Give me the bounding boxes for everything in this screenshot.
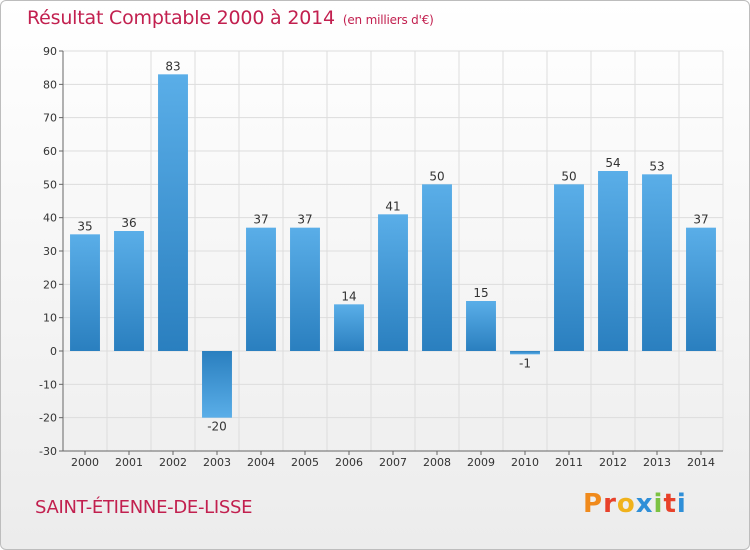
y-tick-label: 50 bbox=[43, 178, 57, 191]
x-tick-label: 2013 bbox=[643, 456, 671, 469]
data-label: 36 bbox=[121, 216, 136, 230]
label-layer: 35 36 83 -20 37 37 14 41 50 15 -1 50 54 53 37 bbox=[77, 59, 708, 433]
data-label: 83 bbox=[165, 59, 180, 73]
y-tick-label: 60 bbox=[43, 145, 57, 158]
logo-letter: o bbox=[616, 489, 636, 519]
axis-layer: -30 -20 -10 0 10 20 30 40 50 60 70 80 90 2000 2001 2002… bbox=[39, 45, 723, 469]
y-tick-label: 10 bbox=[43, 312, 57, 325]
town-name: SAINT-ÉTIENNE-DE-LISSE bbox=[35, 497, 253, 518]
bar-2012 bbox=[598, 171, 628, 351]
y-tick-label: 40 bbox=[43, 212, 57, 225]
y-tick-label: 20 bbox=[43, 278, 57, 291]
data-label: 41 bbox=[385, 199, 400, 213]
x-tick-label: 2014 bbox=[687, 456, 715, 469]
data-label: 54 bbox=[605, 156, 620, 170]
logo-letter: x bbox=[635, 489, 654, 519]
x-tick-label: 2001 bbox=[115, 456, 143, 469]
bar-2001 bbox=[114, 231, 144, 351]
chart-title: Résultat Comptable 2000 à 2014 (en millie… bbox=[27, 7, 434, 29]
bar-2007 bbox=[378, 214, 408, 351]
x-tick-label: 2012 bbox=[599, 456, 627, 469]
logo-letter: i bbox=[676, 489, 687, 519]
data-label: 50 bbox=[429, 169, 444, 183]
bar-layer bbox=[70, 74, 716, 418]
logo-letter: P bbox=[583, 489, 604, 519]
y-tick-label: -10 bbox=[39, 378, 57, 391]
data-label: 50 bbox=[561, 169, 576, 183]
proxiti-logo: Proxiti bbox=[583, 489, 687, 519]
chart-subtitle: (en milliers d'€) bbox=[342, 13, 434, 27]
bar-2002 bbox=[158, 74, 188, 351]
x-tick-label: 2002 bbox=[159, 456, 187, 469]
y-tick-label: -30 bbox=[39, 445, 57, 458]
data-label: -1 bbox=[519, 356, 531, 370]
bar-2006 bbox=[334, 304, 364, 351]
data-label: 37 bbox=[297, 213, 312, 227]
chart-title-text: Résultat Comptable 2000 à 2014 bbox=[27, 7, 335, 29]
bar-2005 bbox=[290, 227, 320, 351]
x-tick-label: 2007 bbox=[379, 456, 407, 469]
data-label: 14 bbox=[341, 289, 356, 303]
data-label: -20 bbox=[207, 420, 227, 434]
data-label: 37 bbox=[253, 213, 268, 227]
x-tick-label: 2005 bbox=[291, 456, 319, 469]
logo-letter: i bbox=[653, 489, 664, 519]
bar-2004 bbox=[246, 227, 276, 351]
y-tick-label: 80 bbox=[43, 78, 57, 91]
logo-letter: r bbox=[603, 489, 617, 519]
x-tick-label: 2000 bbox=[71, 456, 99, 469]
y-tick-label: 70 bbox=[43, 112, 57, 125]
bar-2010 bbox=[510, 351, 540, 355]
y-tick-label: 0 bbox=[50, 345, 57, 358]
x-tick-label: 2006 bbox=[335, 456, 363, 469]
x-tick-label: 2003 bbox=[203, 456, 231, 469]
bar-2014 bbox=[686, 227, 716, 351]
bar-2011 bbox=[554, 184, 584, 351]
x-tick-label: 2009 bbox=[467, 456, 495, 469]
x-tick-label: 2004 bbox=[247, 456, 275, 469]
bar-2003 bbox=[202, 351, 232, 418]
x-tick-label: 2011 bbox=[555, 456, 583, 469]
x-tick-label: 2010 bbox=[511, 456, 539, 469]
data-label: 15 bbox=[473, 286, 488, 300]
y-tick-label: -20 bbox=[39, 412, 57, 425]
data-label: 53 bbox=[649, 159, 664, 173]
data-label: 35 bbox=[77, 219, 92, 233]
logo-letter: t bbox=[663, 489, 677, 519]
bar-2009 bbox=[466, 301, 496, 351]
bar-2013 bbox=[642, 174, 672, 351]
x-tick-label: 2008 bbox=[423, 456, 451, 469]
y-tick-label: 30 bbox=[43, 245, 57, 258]
bar-2008 bbox=[422, 184, 452, 351]
y-tick-label: 90 bbox=[43, 45, 57, 58]
bar-2000 bbox=[70, 234, 100, 351]
data-label: 37 bbox=[693, 213, 708, 227]
